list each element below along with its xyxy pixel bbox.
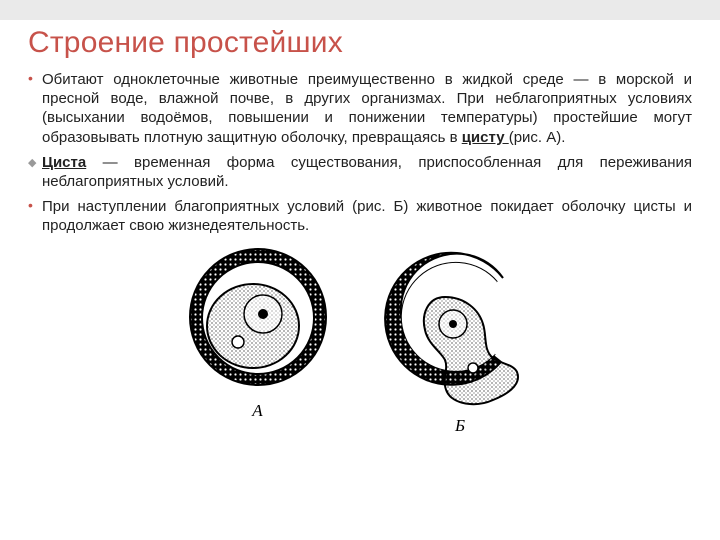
figure-b-label: Б [383,416,538,436]
figure-b: Б [383,242,538,436]
figure-a: А [183,242,333,436]
paragraph-1: Обитают одноклеточные животные преимущес… [28,70,692,147]
slide-content: Строение простейших Обитают одноклеточны… [0,20,720,436]
slide-title: Строение простейших [28,26,692,60]
p2-post: — временная форма существования, приспос… [42,154,692,190]
figure-a-label: А [183,401,333,421]
body-list: Обитают одноклеточные животные преимущес… [28,70,692,236]
p1-term: цисту [462,129,509,146]
top-bar [0,0,720,20]
figure: А [28,242,692,436]
p2-term: Циста [42,154,86,171]
paragraph-3: При наступлении благоприятных условий (р… [28,197,692,235]
paragraph-2: Циста — временная форма существования, п… [28,153,692,191]
cyst-b-svg [383,242,538,412]
p1-pre: Обитают одноклеточные животные преимущес… [42,71,692,146]
cyst-a-svg [183,242,333,397]
p1-post: (рис. А). [509,129,566,146]
